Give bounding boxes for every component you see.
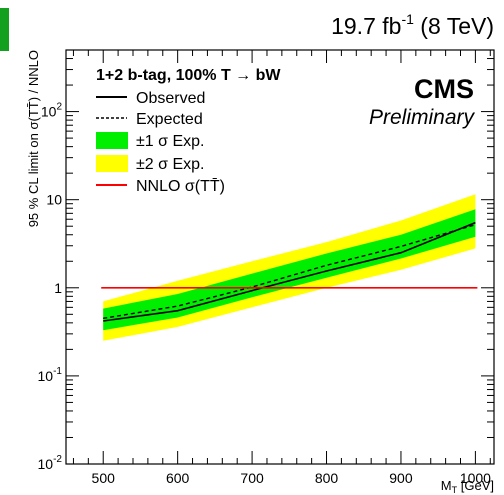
y-tick-label: 10: [46, 192, 62, 208]
lumi-value: 19.7 fb: [331, 13, 401, 39]
legend-expected-label: Expected: [136, 111, 203, 128]
x-tick-label: 600: [166, 470, 190, 486]
logo-color-bar: [0, 8, 9, 51]
legend-1sigma-swatch: [96, 132, 128, 149]
x-axis-label: MT [GeV]: [441, 478, 494, 495]
x-tick-label: 1000: [460, 470, 491, 486]
y-axis-label: 95 % CL limit on σ(TT̄) / NNLO: [26, 50, 41, 227]
x-tick-label: 800: [315, 470, 339, 486]
y-tick-label: 10-2: [38, 454, 63, 472]
uncertainty-bands: [103, 194, 476, 341]
legend-2sigma-label: ±2 σ Exp.: [136, 156, 204, 173]
limit-lines: [101, 221, 478, 322]
legend-observed-label: Observed: [136, 90, 205, 107]
y-tick-label: 10-1: [38, 366, 63, 384]
x-tick-label: 900: [389, 470, 413, 486]
series-line-observed: [103, 221, 476, 322]
x-axis-label-unit: [GeV]: [457, 478, 494, 493]
legend-title: 1+2 b-tag, 100% T → bW: [96, 67, 281, 84]
x-tick-label: 500: [92, 470, 116, 486]
legend-nnlo-label: NNLO σ(TT̄): [136, 178, 225, 195]
lumi-energy: (8 TeV): [414, 13, 494, 39]
status-label: Preliminary: [369, 106, 476, 129]
band-1sigma: [103, 209, 476, 331]
experiment-label: CMS: [414, 74, 474, 104]
y-tick-label: 1: [54, 280, 62, 296]
axis-tick-labels: 500 600 700 800 900 1000 10-2 10-1 1 10 102: [38, 102, 492, 486]
lumi-exponent: -1: [401, 11, 414, 27]
x-axis-label-main: M: [441, 478, 452, 493]
axis-ticks: [66, 49, 494, 465]
x-axis-label-sub: T: [452, 485, 458, 495]
y-tick-label: 102: [41, 102, 63, 120]
series-line-expected: [103, 224, 476, 319]
legend: 1+2 b-tag, 100% T → bW Observed Expected…: [96, 67, 281, 195]
plot-frame: [65, 49, 495, 465]
lumi-label: 19.7 fb-1 (8 TeV): [331, 11, 494, 39]
legend-1sigma-label: ±1 σ Exp.: [136, 133, 204, 150]
x-tick-label: 700: [240, 470, 264, 486]
legend-2sigma-swatch: [96, 155, 128, 172]
